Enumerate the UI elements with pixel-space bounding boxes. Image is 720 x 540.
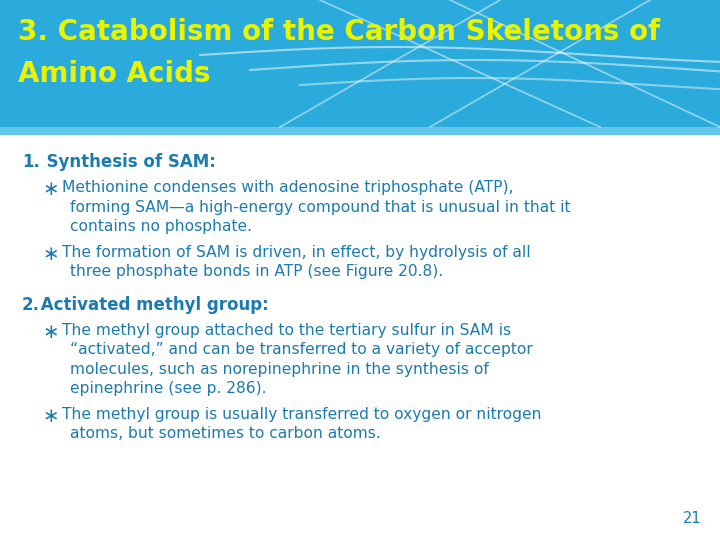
Text: 21: 21 <box>683 511 702 526</box>
Text: ∗: ∗ <box>42 180 58 199</box>
Text: epinephrine (see p. 286).: epinephrine (see p. 286). <box>70 381 266 396</box>
Text: Synthesis of SAM:: Synthesis of SAM: <box>35 153 216 171</box>
Text: ∗: ∗ <box>42 245 58 264</box>
Text: The methyl group attached to the tertiary sulfur in SAM is: The methyl group attached to the tertiar… <box>62 323 511 338</box>
Text: Activated methyl group:: Activated methyl group: <box>35 296 269 314</box>
Text: contains no phosphate.: contains no phosphate. <box>70 219 252 234</box>
Text: atoms, but sometimes to carbon atoms.: atoms, but sometimes to carbon atoms. <box>70 427 381 441</box>
Text: 1.: 1. <box>22 153 40 171</box>
Text: Amino Acids: Amino Acids <box>18 60 210 88</box>
Bar <box>0 127 720 135</box>
Text: The methyl group is usually transferred to oxygen or nitrogen: The methyl group is usually transferred … <box>62 407 541 422</box>
Text: Methionine condenses with adenosine triphosphate (ATP),: Methionine condenses with adenosine trip… <box>62 180 513 195</box>
Text: ∗: ∗ <box>42 323 58 342</box>
Text: The formation of SAM is driven, in effect, by hydrolysis of all: The formation of SAM is driven, in effec… <box>62 245 531 260</box>
Text: 2.: 2. <box>22 296 40 314</box>
Bar <box>0 0 720 135</box>
Text: forming SAM—a high-energy compound that is unusual in that it: forming SAM—a high-energy compound that … <box>70 200 570 215</box>
Text: ∗: ∗ <box>42 407 58 426</box>
Text: three phosphate bonds in ATP (see Figure 20.8).: three phosphate bonds in ATP (see Figure… <box>70 264 443 279</box>
Text: molecules, such as norepinephrine in the synthesis of: molecules, such as norepinephrine in the… <box>70 362 489 377</box>
Text: “activated,” and can be transferred to a variety of acceptor: “activated,” and can be transferred to a… <box>70 342 533 357</box>
Text: 3. Catabolism of the Carbon Skeletons of: 3. Catabolism of the Carbon Skeletons of <box>18 18 660 46</box>
